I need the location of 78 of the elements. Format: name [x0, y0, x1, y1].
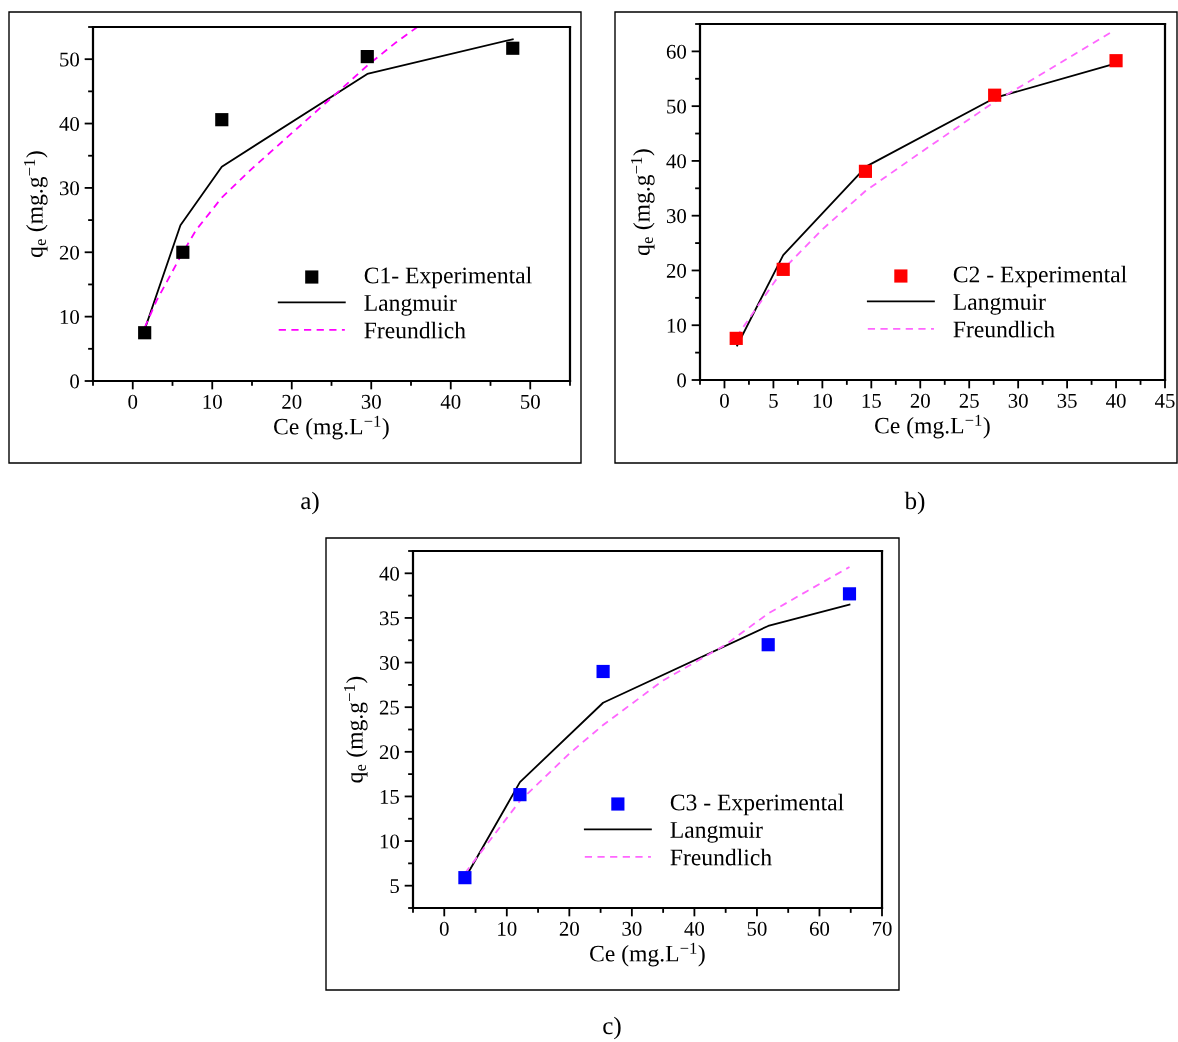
point	[729, 331, 743, 345]
x-tick-label: 30	[1008, 393, 1028, 408]
legend-label: C1- Experimental	[364, 266, 532, 289]
y-tick-label: 35	[379, 611, 399, 626]
point	[988, 88, 1002, 102]
x-tick-label: 30	[361, 394, 381, 409]
x-tick-label: 40	[684, 921, 705, 936]
y-tick-label: 60	[666, 44, 687, 59]
x-tick-label: 25	[959, 393, 979, 408]
y-tick-label: 0	[677, 373, 687, 388]
x-tick-label: 5	[769, 394, 778, 408]
legend-label: Langmuir	[953, 294, 1046, 315]
y-tick-label: 25	[379, 700, 399, 715]
y-tick-label: 50	[667, 99, 687, 114]
x-tick-label: 10	[498, 921, 517, 936]
legend-label: Freundlich	[364, 321, 466, 339]
text: b)	[904, 491, 925, 515]
y-tick-label: 40	[666, 154, 687, 169]
x-tick-label: 60	[809, 921, 830, 936]
x-tick-label: 10	[203, 394, 222, 409]
y-tick-label: 0	[70, 374, 80, 389]
y-tick-label: 5	[390, 879, 399, 894]
x-tick-label: 20	[282, 394, 302, 409]
x-tick-label: 50	[521, 394, 540, 409]
y-tick-label: 15	[380, 789, 399, 804]
x-tick-label: 50	[747, 921, 767, 936]
point	[360, 50, 374, 64]
y-tick-label: 30	[59, 181, 80, 196]
y-tick-label: 30	[379, 655, 400, 670]
point	[458, 871, 472, 885]
legend-label: Freundlich	[953, 320, 1055, 338]
point	[1109, 54, 1123, 68]
point	[842, 587, 857, 601]
x-axis-title: Ce (mg.L$^{−1}$)	[875, 414, 990, 439]
x-tick-label: 35	[1057, 393, 1077, 408]
y-tick-label: 20	[666, 263, 687, 278]
y-tick-label: 20	[379, 745, 400, 760]
x-tick-label: 40	[1106, 393, 1126, 408]
y-tick-label: 20	[59, 245, 80, 260]
x-tick-label: 15	[862, 393, 881, 408]
y-tick-label: 10	[60, 310, 80, 325]
point	[506, 41, 520, 55]
legend-label: Langmuir	[364, 295, 457, 316]
x-tick-label: 0	[128, 394, 138, 409]
x-tick-label: 45	[1154, 393, 1175, 408]
y-tick-label: 10	[667, 318, 687, 333]
point	[138, 326, 152, 340]
x-tick-label: 10	[813, 393, 832, 408]
text: a)	[301, 491, 319, 515]
x-axis-title: Ce (mg.L$^{−1}$)	[274, 415, 389, 440]
legend-label: C2 - Experimental	[953, 265, 1127, 288]
x-tick-label: 40	[440, 394, 461, 409]
x-tick-label: 30	[622, 921, 642, 936]
x-tick-label: 0	[720, 393, 729, 408]
legend-label: C3 - Experimental	[670, 793, 844, 816]
y-tick-label: 30	[666, 209, 687, 224]
point	[513, 788, 527, 802]
text: c)	[603, 1016, 621, 1040]
point	[858, 164, 873, 178]
point	[776, 262, 790, 276]
point	[596, 664, 610, 679]
x-tick-label: 70	[872, 921, 892, 936]
y-tick-label: 40	[379, 566, 400, 581]
y-axis-title: q$_{e}$ (mg.g$^{−1}$)	[344, 676, 368, 783]
y-axis-title: q$_{e}$ (mg.g$^{−1}$)	[24, 151, 48, 258]
x-tick-label: 20	[910, 393, 930, 408]
legend-label: Langmuir	[670, 822, 763, 843]
y-tick-label: 10	[380, 834, 400, 849]
point	[215, 113, 229, 127]
y-tick-label: 50	[60, 52, 80, 67]
x-tick-label: 0	[439, 921, 449, 936]
point	[176, 245, 190, 259]
y-tick-label: 40	[59, 116, 80, 131]
x-tick-label: 20	[559, 921, 579, 936]
legend-label: Freundlich	[670, 848, 772, 866]
x-axis-title: Ce (mg.L$^{−1}$)	[590, 942, 705, 967]
y-axis-title: q$_{e}$ (mg.g$^{−1}$)	[631, 149, 655, 256]
point	[761, 638, 775, 652]
